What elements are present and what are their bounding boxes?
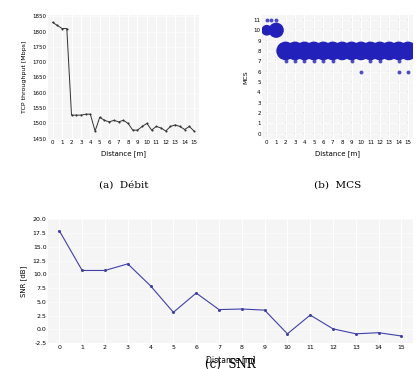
Point [273, 17, 279, 23]
X-axis label: Distance [m]: Distance [m] [315, 151, 360, 158]
Point [348, 48, 355, 54]
Point [282, 58, 289, 64]
Point [329, 58, 336, 64]
Point [405, 69, 412, 75]
Point [264, 27, 270, 33]
Point [292, 48, 299, 54]
Point [282, 48, 289, 54]
Point [268, 17, 275, 23]
Point [264, 17, 270, 23]
X-axis label: Distance [m]: Distance [m] [206, 355, 255, 364]
Point [358, 48, 364, 54]
Point [395, 48, 402, 54]
Point [348, 58, 355, 64]
Point [386, 48, 393, 54]
Point [395, 58, 402, 64]
Point [301, 58, 308, 64]
Point [377, 58, 383, 64]
Point [301, 48, 308, 54]
Point [405, 48, 412, 54]
Point [311, 58, 317, 64]
Point [320, 58, 327, 64]
Point [358, 69, 364, 75]
X-axis label: Distance [m]: Distance [m] [101, 151, 146, 158]
Point [377, 48, 383, 54]
Point [311, 48, 317, 54]
Title: (a)  Débit: (a) Débit [98, 180, 148, 189]
Point [367, 48, 374, 54]
Point [292, 58, 299, 64]
Point [367, 58, 374, 64]
Title: (c)  SNR: (c) SNR [205, 358, 256, 369]
Point [329, 48, 336, 54]
Y-axis label: SNR [dB]: SNR [dB] [20, 266, 27, 297]
Title: (b)  MCS: (b) MCS [314, 180, 361, 189]
Y-axis label: TCP throughput [Mbps]: TCP throughput [Mbps] [22, 41, 27, 113]
Point [395, 69, 402, 75]
Point [273, 27, 279, 33]
Point [320, 48, 327, 54]
Y-axis label: MCS: MCS [243, 70, 248, 83]
Point [339, 48, 346, 54]
